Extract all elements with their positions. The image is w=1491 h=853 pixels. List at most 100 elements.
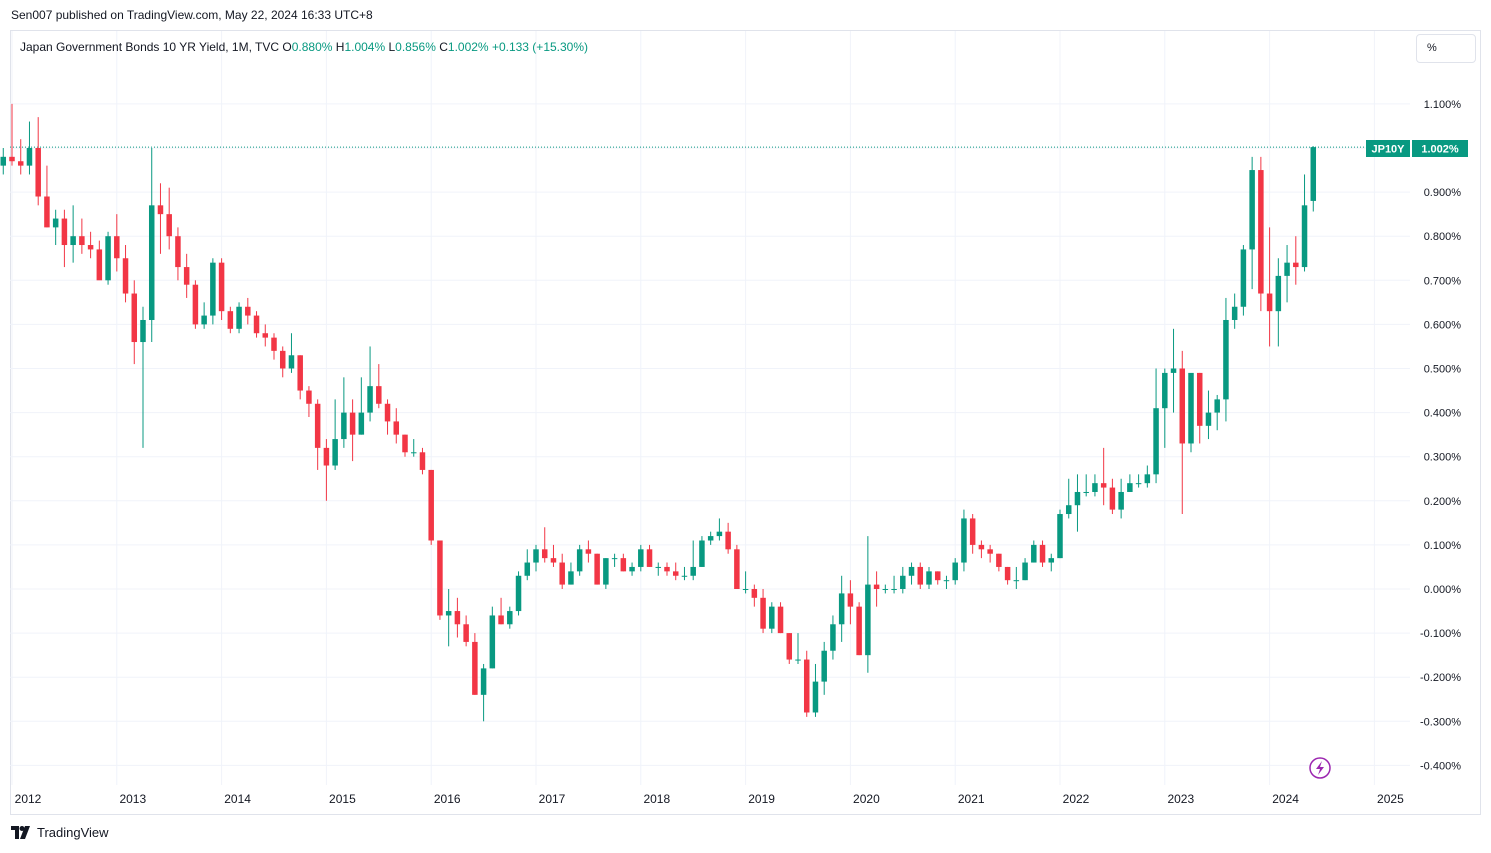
- candle-body: [410, 452, 417, 454]
- candle-body: [934, 571, 941, 581]
- candle-body: [105, 236, 111, 281]
- candle-body: [480, 668, 487, 695]
- candle-body: [873, 584, 880, 589]
- candle-body: [192, 284, 199, 325]
- candle-body: [297, 355, 303, 391]
- candle-body: [358, 412, 365, 435]
- x-tick-label: 2014: [224, 792, 251, 806]
- candle-body: [507, 611, 513, 625]
- candle-body: [620, 558, 627, 572]
- candle-body: [0, 156, 7, 166]
- footer-brand-label: TradingView: [37, 825, 109, 840]
- candle-body: [1301, 205, 1308, 268]
- candle-body: [952, 562, 958, 581]
- y-tick-label: 0.700%: [1424, 275, 1462, 287]
- candle-body: [157, 205, 164, 215]
- candle-body: [428, 469, 434, 541]
- legend-high-value: 1.004%: [344, 40, 386, 54]
- candle-body: [323, 447, 330, 466]
- x-tick-label: 2018: [643, 792, 670, 806]
- candle-body: [734, 549, 740, 589]
- price-label: JP10Y 1.002%: [1366, 140, 1468, 157]
- candle-body: [1170, 368, 1177, 373]
- candle-body: [865, 584, 871, 656]
- footer-brand[interactable]: TradingView: [11, 825, 109, 840]
- candle-body: [472, 641, 478, 695]
- candle-body: [9, 156, 15, 162]
- candle-body: [384, 403, 391, 422]
- x-tick-label: 2022: [1063, 792, 1090, 806]
- grid: [10, 31, 1410, 785]
- candle-body: [1240, 249, 1247, 307]
- legend-title: Japan Government Bonds 10 YR Yield, 1M, …: [20, 40, 280, 54]
- x-tick-label: 2016: [434, 792, 461, 806]
- candle-body: [1127, 483, 1133, 492]
- candle-body: [367, 386, 373, 413]
- candle-body: [17, 161, 24, 166]
- candle-body: [655, 566, 662, 568]
- x-tick-label: 2024: [1272, 792, 1299, 806]
- candle-body: [1135, 483, 1142, 485]
- candle-body: [1057, 514, 1063, 559]
- candle-body: [1039, 544, 1046, 563]
- y-tick-label: 0.900%: [1424, 187, 1462, 199]
- candle-body: [35, 148, 41, 197]
- y-tick-label: 0.300%: [1424, 452, 1462, 464]
- x-tick-label: 2019: [748, 792, 775, 806]
- candle-body: [1109, 487, 1116, 510]
- candle-body: [70, 236, 76, 246]
- candle-body: [672, 571, 679, 576]
- candle-body: [996, 553, 1002, 567]
- candle-body: [393, 421, 400, 435]
- y-tick-label: -0.400%: [1420, 760, 1461, 772]
- candle-body: [969, 518, 976, 545]
- candle-body: [891, 589, 897, 590]
- candle-body: [1310, 147, 1317, 201]
- candle-body: [279, 350, 286, 369]
- candle-body: [882, 589, 889, 590]
- chart-pane[interactable]: [10, 30, 1481, 815]
- candle-body: [1118, 491, 1124, 510]
- candle-body: [79, 236, 85, 246]
- candle-body: [777, 606, 784, 634]
- candle-body: [44, 196, 50, 228]
- x-tick-label: 2015: [329, 792, 356, 806]
- percent-scale-button[interactable]: %: [1416, 34, 1476, 63]
- candle-body: [725, 531, 731, 550]
- candle-body: [908, 566, 915, 576]
- candle-body: [349, 412, 356, 435]
- candle-body: [114, 236, 120, 259]
- y-tick-label: -0.300%: [1420, 716, 1461, 728]
- candle-body: [253, 315, 260, 334]
- candle-body: [140, 319, 146, 343]
- publish-info: Sen007 published on TradingView.com, May…: [11, 8, 373, 22]
- y-tick-label: 0.500%: [1424, 364, 1462, 376]
- candle-body: [987, 549, 993, 554]
- candle-body: [707, 536, 714, 541]
- candle-body: [1004, 566, 1011, 581]
- candle-body: [786, 633, 793, 660]
- chart-legend: Japan Government Bonds 10 YR Yield, 1M, …: [20, 40, 588, 54]
- candle-body: [681, 575, 688, 577]
- y-tick-label: -0.100%: [1420, 628, 1461, 640]
- candle-body: [262, 333, 269, 338]
- candle-body: [629, 566, 635, 572]
- candle-body: [148, 205, 155, 320]
- candle-body: [917, 566, 924, 585]
- candle-body: [900, 575, 906, 589]
- candle-body: [524, 562, 531, 576]
- candle-body: [611, 558, 618, 560]
- candle-body: [541, 549, 548, 559]
- x-axis: 2012 2013 2014 2015 2016 2017 2018 2019 2020 2021…: [15, 792, 1404, 806]
- x-tick-label: 2012: [15, 792, 42, 806]
- candle-body: [1249, 170, 1255, 250]
- candle-body: [1231, 306, 1238, 320]
- candle-body: [1153, 408, 1159, 475]
- candle-body: [1284, 262, 1290, 276]
- lightning-icon[interactable]: [1309, 757, 1331, 779]
- candle-body: [978, 544, 985, 550]
- candle-body: [1214, 399, 1220, 413]
- candle-body: [1144, 474, 1151, 484]
- x-tick-label: 2021: [958, 792, 985, 806]
- candle-body: [576, 549, 583, 572]
